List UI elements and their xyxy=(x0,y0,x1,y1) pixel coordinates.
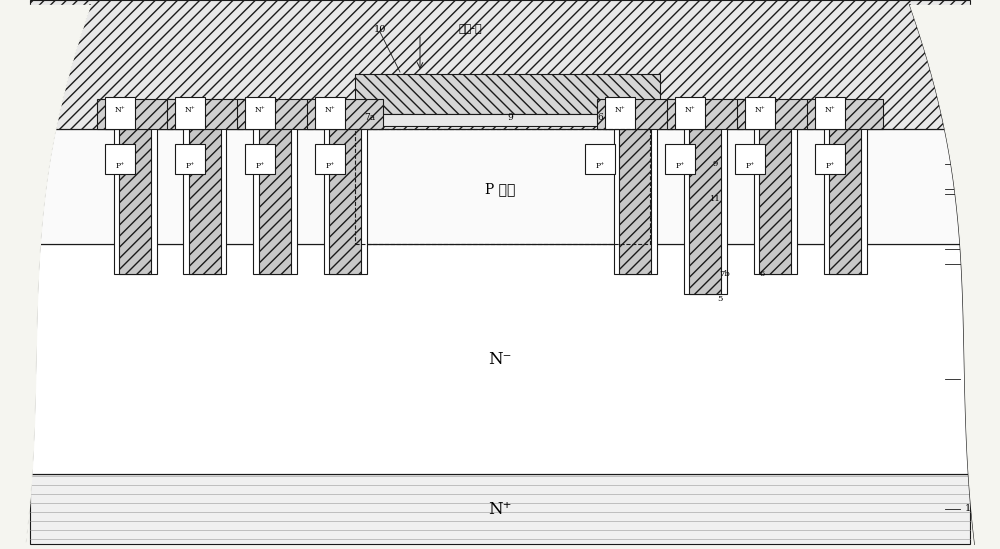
Text: P⁺: P⁺ xyxy=(255,162,265,170)
Text: P⁺: P⁺ xyxy=(185,162,195,170)
Text: P⁺: P⁺ xyxy=(595,162,605,170)
Bar xyxy=(30,244,970,474)
Text: P⁺: P⁺ xyxy=(675,162,685,170)
Bar xyxy=(667,99,743,129)
Text: 7a: 7a xyxy=(364,113,376,121)
Bar xyxy=(829,129,861,274)
Bar xyxy=(759,129,791,274)
Bar xyxy=(329,129,361,274)
Bar xyxy=(684,124,727,294)
Bar xyxy=(119,129,151,274)
Bar xyxy=(815,144,845,174)
Text: N⁺: N⁺ xyxy=(615,106,625,114)
Bar xyxy=(824,124,867,274)
Bar xyxy=(597,99,673,129)
Text: 12: 12 xyxy=(965,189,978,199)
Text: 10: 10 xyxy=(374,25,386,33)
Bar xyxy=(807,99,883,129)
Text: 7b: 7b xyxy=(720,270,730,278)
Text: N⁺: N⁺ xyxy=(115,106,125,114)
Bar xyxy=(245,144,275,174)
Bar xyxy=(105,97,135,129)
Text: 5: 5 xyxy=(717,295,723,303)
Bar xyxy=(315,144,345,174)
Text: 4: 4 xyxy=(965,130,971,138)
Bar xyxy=(614,124,656,274)
Bar xyxy=(745,97,775,129)
Bar xyxy=(605,97,635,129)
Bar xyxy=(167,99,243,129)
Text: N⁻: N⁻ xyxy=(488,350,512,367)
Bar xyxy=(175,144,205,174)
Bar xyxy=(675,97,705,129)
Bar xyxy=(245,97,275,129)
Bar xyxy=(105,144,135,174)
Bar xyxy=(689,129,721,294)
Bar xyxy=(254,124,296,274)
Bar xyxy=(237,99,313,129)
Text: 12: 12 xyxy=(965,184,978,193)
Text: N⁺: N⁺ xyxy=(755,106,765,114)
Text: 6: 6 xyxy=(965,260,971,268)
Bar xyxy=(355,74,660,114)
Bar xyxy=(30,0,970,129)
Text: N⁺: N⁺ xyxy=(825,106,835,114)
Text: P 基层: P 基层 xyxy=(485,182,515,196)
Text: 2: 2 xyxy=(965,374,971,384)
Text: 11: 11 xyxy=(710,195,720,203)
Bar xyxy=(355,114,660,126)
Text: N⁺: N⁺ xyxy=(325,106,335,114)
Bar xyxy=(315,97,345,129)
Text: 10: 10 xyxy=(965,99,977,109)
Text: 9: 9 xyxy=(507,113,513,121)
Bar xyxy=(665,144,695,174)
Text: 16: 16 xyxy=(965,20,977,29)
Text: 3: 3 xyxy=(965,244,971,254)
Text: N⁺: N⁺ xyxy=(255,106,265,114)
Text: P⁺: P⁺ xyxy=(325,162,335,170)
Text: N⁺: N⁺ xyxy=(185,106,195,114)
Text: N⁺: N⁺ xyxy=(685,106,695,114)
Text: P⁺: P⁺ xyxy=(115,162,125,170)
Bar xyxy=(619,129,651,274)
Bar xyxy=(30,129,970,244)
Text: 13: 13 xyxy=(965,63,978,71)
Text: 6: 6 xyxy=(597,113,603,121)
Text: 4: 4 xyxy=(965,160,971,169)
Bar xyxy=(183,124,226,274)
Bar xyxy=(324,124,367,274)
Bar xyxy=(815,97,845,129)
Bar xyxy=(735,144,765,174)
Bar xyxy=(175,97,205,129)
Bar xyxy=(97,99,173,129)
Text: P⁺: P⁺ xyxy=(825,162,835,170)
Text: 1: 1 xyxy=(965,505,971,513)
Bar xyxy=(737,99,813,129)
Bar xyxy=(585,144,615,174)
Bar xyxy=(114,124,156,274)
Bar xyxy=(754,124,797,274)
Text: 9: 9 xyxy=(712,160,718,168)
Text: 源极-铝: 源极-铝 xyxy=(458,24,482,34)
Bar xyxy=(307,99,383,129)
Bar xyxy=(189,129,221,274)
Bar xyxy=(30,474,970,544)
Text: P⁺: P⁺ xyxy=(745,162,755,170)
Text: N⁺: N⁺ xyxy=(488,501,512,518)
Bar xyxy=(259,129,291,274)
Text: 6: 6 xyxy=(760,270,765,278)
